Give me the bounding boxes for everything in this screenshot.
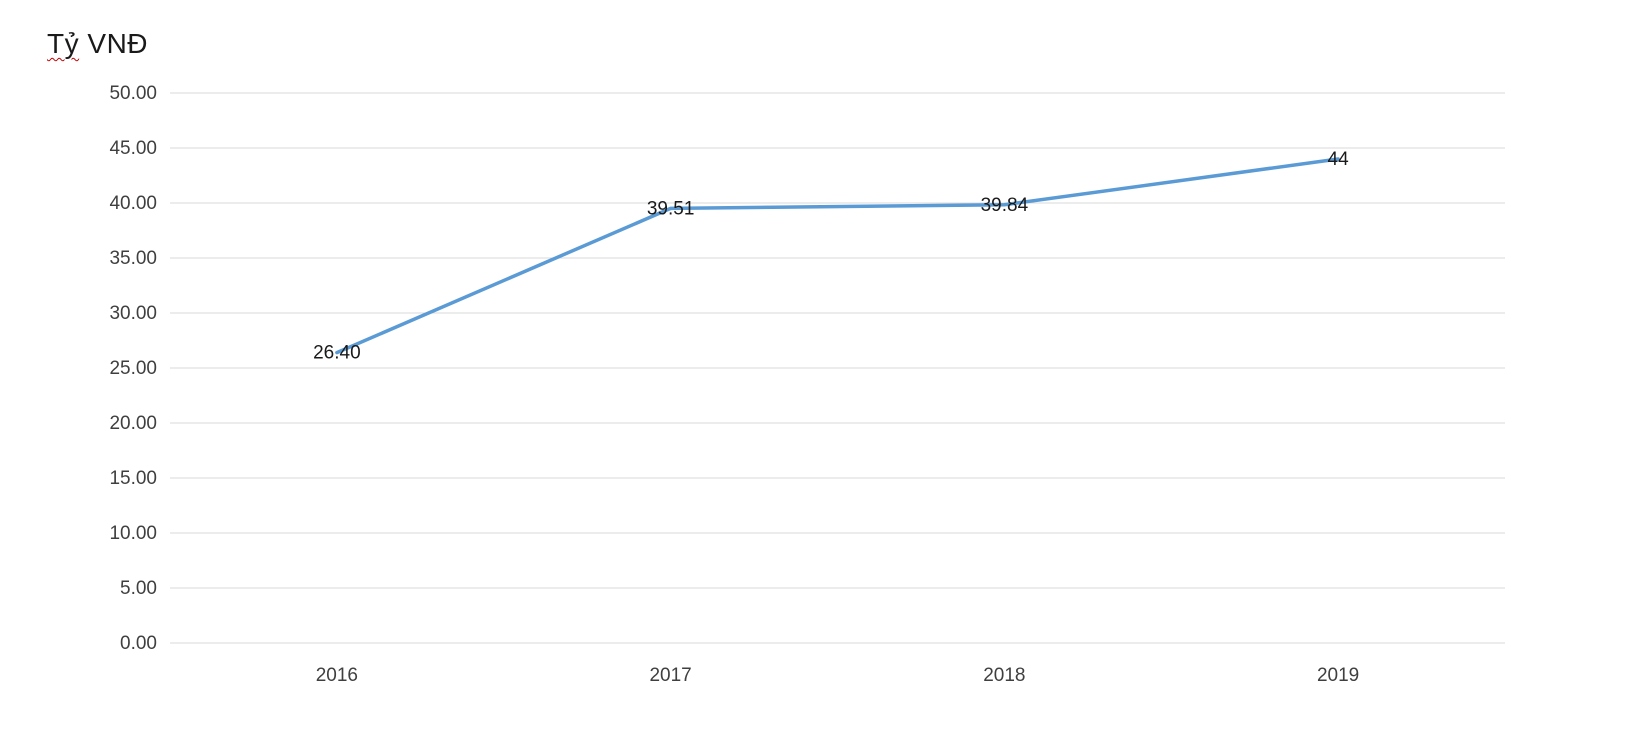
x-axis-tick-label: 2018: [983, 665, 1025, 686]
data-label: 39.84: [981, 195, 1029, 216]
y-axis-tick-label: 30.00: [109, 303, 157, 324]
y-axis-tick-label: 25.00: [109, 358, 157, 379]
data-label: 44: [1328, 149, 1350, 170]
data-label: 39.51: [647, 198, 695, 219]
y-axis-tick-label: 40.00: [109, 193, 157, 214]
x-axis-tick-label: 2017: [649, 665, 691, 686]
chart-title-rest: VNĐ: [79, 28, 149, 59]
chart-title-word-underlined: Tỷ: [47, 28, 80, 59]
y-axis-tick-label: 45.00: [109, 138, 157, 159]
data-label: 26.40: [313, 343, 361, 364]
y-axis-tick-label: 50.00: [109, 83, 157, 104]
y-axis-tick-label: 5.00: [120, 578, 157, 599]
x-axis-tick-label: 2019: [1317, 665, 1359, 686]
y-axis-tick-label: 15.00: [109, 468, 157, 489]
y-axis-tick-label: 35.00: [109, 248, 157, 269]
chart-title: Tỷ VNĐ: [47, 28, 148, 60]
x-axis-tick-label: 2016: [316, 665, 358, 686]
series-line: [335, 157, 1340, 355]
y-axis-tick-label: 0.00: [120, 633, 157, 654]
y-axis-tick-label: 20.00: [109, 413, 157, 434]
y-axis-tick-label: 10.00: [109, 523, 157, 544]
